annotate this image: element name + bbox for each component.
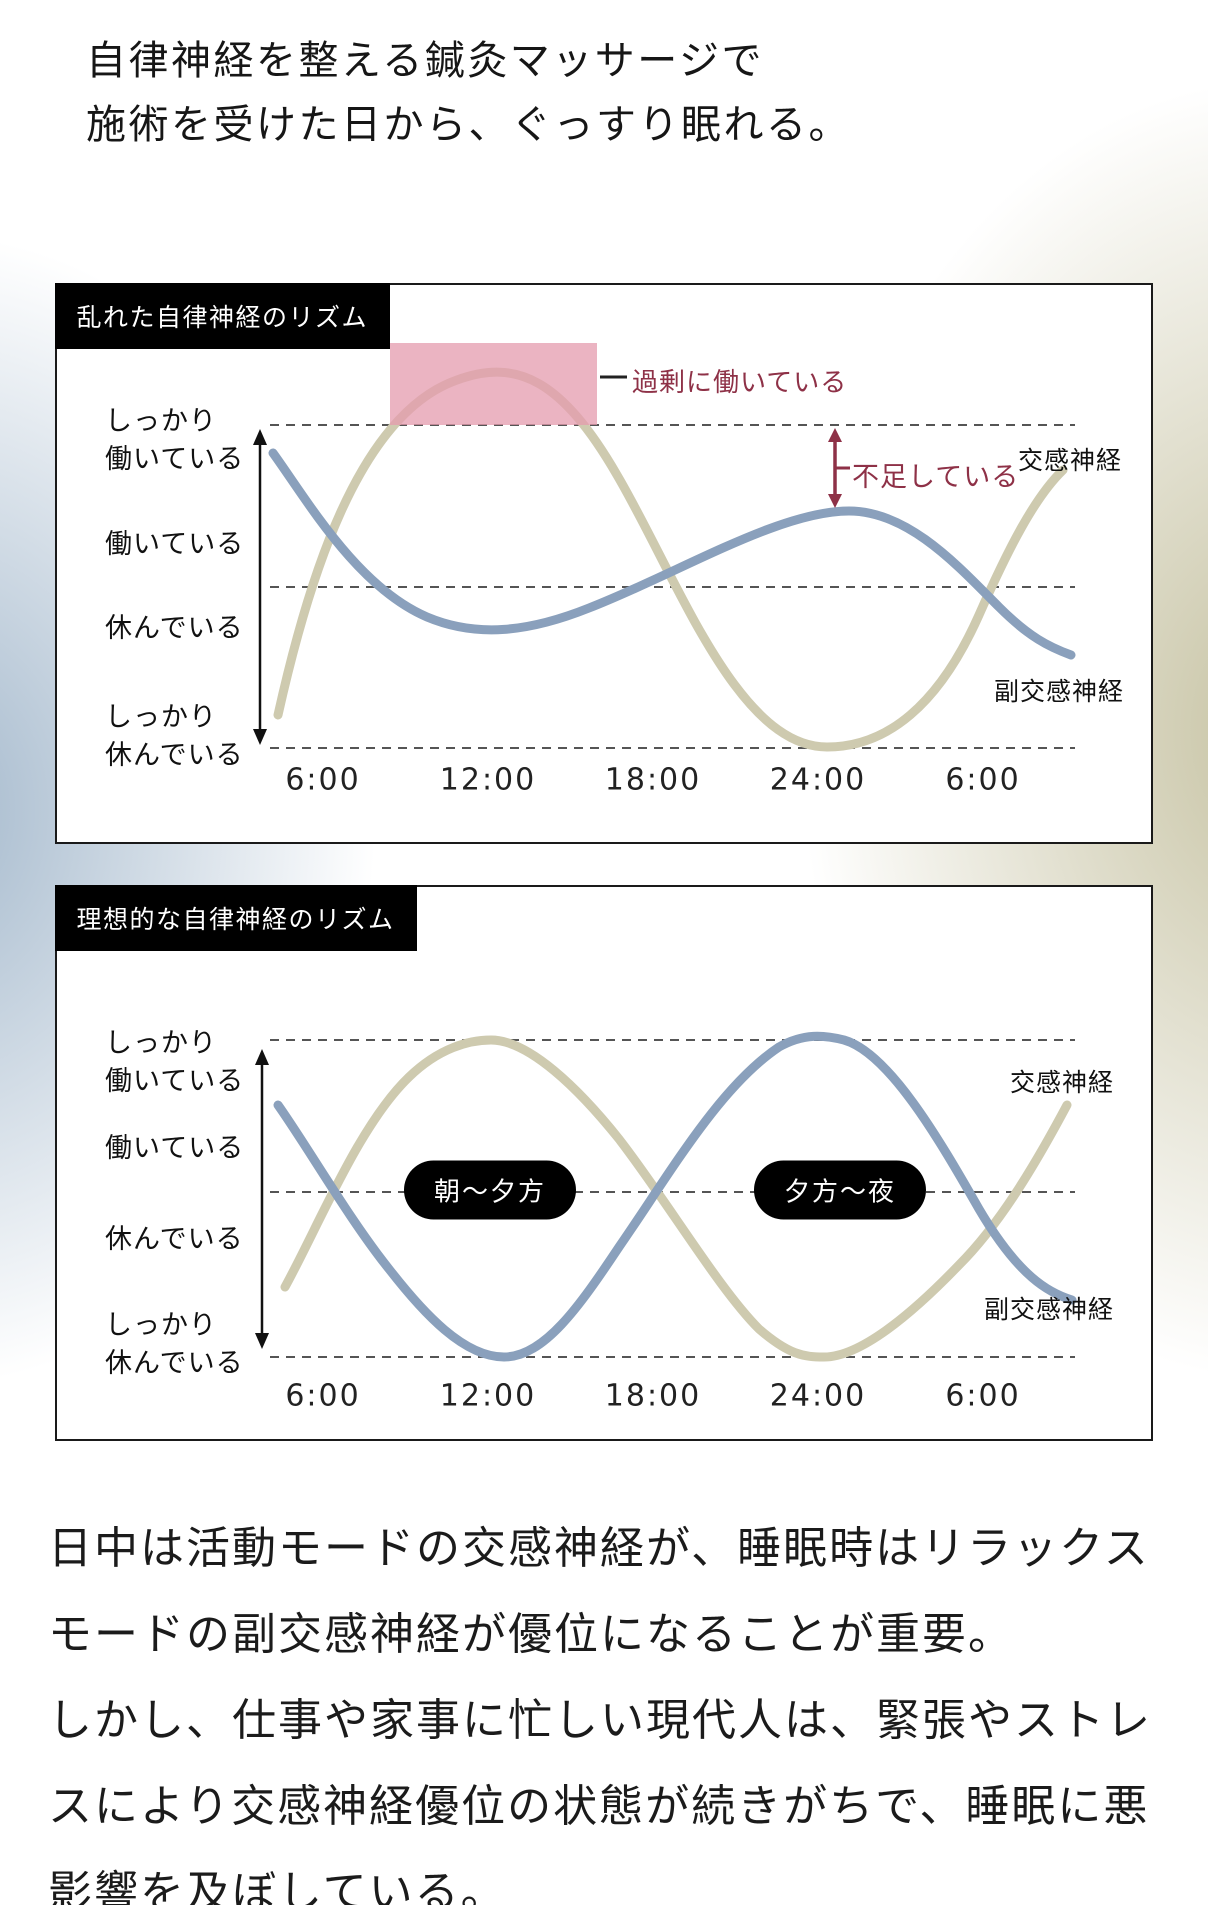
y-label-firmly-working-line1: しっかり (105, 1028, 217, 1058)
y-label-firmly-working: しっかり 働いている (105, 402, 244, 478)
body-text-line-1: 日中は活動モードの交感神経が、睡眠時はリラックス (48, 1524, 1150, 1573)
x-tick-6am-next: 6:00 (945, 762, 1021, 798)
parasympathetic-label: 副交感神経 (984, 1296, 1115, 1324)
y-label-resting: 休んでいる (105, 613, 244, 643)
page-title-line-2: 施術を受けた日から、ぐっすり眠れる。 (86, 103, 851, 147)
body-text-line-4: スにより交感神経優位の状態が続きがちで、睡眠に悪 (48, 1782, 1150, 1831)
x-tick-6am: 6:00 (285, 1378, 361, 1414)
y-axis-arrow-down-icon (253, 729, 267, 745)
annotation-deficit: 不足している (852, 462, 1020, 492)
body-text-line-3: しかし、仕事や家事に忙しい現代人は、緊張やストレ (48, 1696, 1152, 1745)
chart-disturbed-rhythm: 乱れた自律神経のリズム (54, 282, 1153, 844)
x-tick-6pm: 18:00 (604, 1378, 702, 1414)
y-label-working: 働いている (105, 1133, 245, 1163)
y-label-resting: 休んでいる (105, 1224, 244, 1254)
pill-morning-to-evening: 朝〜夕方 (403, 1160, 577, 1220)
y-label-firmly-resting: しっかり 休んでいる (105, 698, 244, 774)
y-label-firmly-resting-line2: 休んでいる (105, 1348, 244, 1378)
x-tick-noon: 12:00 (439, 1378, 537, 1414)
y-axis-arrow-up-icon (253, 429, 267, 445)
y-label-firmly-working-line2: 働いている (105, 444, 245, 474)
x-tick-6pm: 18:00 (604, 762, 702, 798)
y-label-firmly-working-line2: 働いている (105, 1066, 245, 1096)
y-label-firmly-resting-line1: しっかり (105, 1310, 217, 1340)
sympathetic-label: 交感神経 (1010, 1069, 1115, 1097)
y-label-firmly-resting-line1: しっかり (105, 702, 217, 732)
x-tick-6am-next: 6:00 (945, 1378, 1021, 1414)
deficit-arrow-down-icon (828, 494, 842, 508)
disturbed-rhythm-plot (253, 343, 1076, 752)
y-label-working: 働いている (105, 529, 245, 559)
x-tick-6am: 6:00 (285, 762, 361, 798)
y-label-firmly-resting: しっかり 休んでいる (105, 1306, 244, 1382)
excess-highlight-rect (390, 343, 597, 425)
annotation-excess: 過剰に働いている (632, 367, 848, 397)
x-tick-midnight: 24:00 (769, 1378, 867, 1414)
body-text-line-5: 影響を及ぼしている。 (48, 1868, 507, 1905)
parasympathetic-label: 副交感神経 (994, 678, 1125, 706)
y-axis-arrow-up-icon (255, 1049, 269, 1065)
parasympathetic-curve (268, 448, 1076, 660)
sympathetic-curve (280, 1035, 1072, 1362)
chart-disturbed-title: 乱れた自律神経のリズム (54, 282, 391, 349)
y-label-firmly-working-line1: しっかり (105, 406, 217, 436)
page-title-line-1: 自律神経を整える鍼灸マッサージで (86, 39, 764, 83)
parasympathetic-curve (273, 1031, 1077, 1362)
deficit-arrow-up-icon (828, 428, 842, 442)
pill-evening-to-night: 夕方〜夜 (753, 1160, 927, 1220)
sympathetic-label: 交感神経 (1018, 447, 1123, 475)
y-label-firmly-working: しっかり 働いている (105, 1024, 244, 1100)
body-text-line-2: モードの副交感神経が優位になることが重要。 (48, 1610, 1014, 1659)
sympathetic-curve (273, 367, 1068, 752)
y-axis-arrow-down-icon (255, 1333, 269, 1349)
y-label-firmly-resting-line2: 休んでいる (105, 740, 244, 770)
x-tick-noon: 12:00 (439, 762, 537, 798)
x-tick-midnight: 24:00 (769, 762, 867, 798)
chart-ideal-rhythm: 理想的な自律神経のリズム (54, 884, 1153, 1441)
chart-ideal-title: 理想的な自律神経のリズム (54, 884, 417, 951)
